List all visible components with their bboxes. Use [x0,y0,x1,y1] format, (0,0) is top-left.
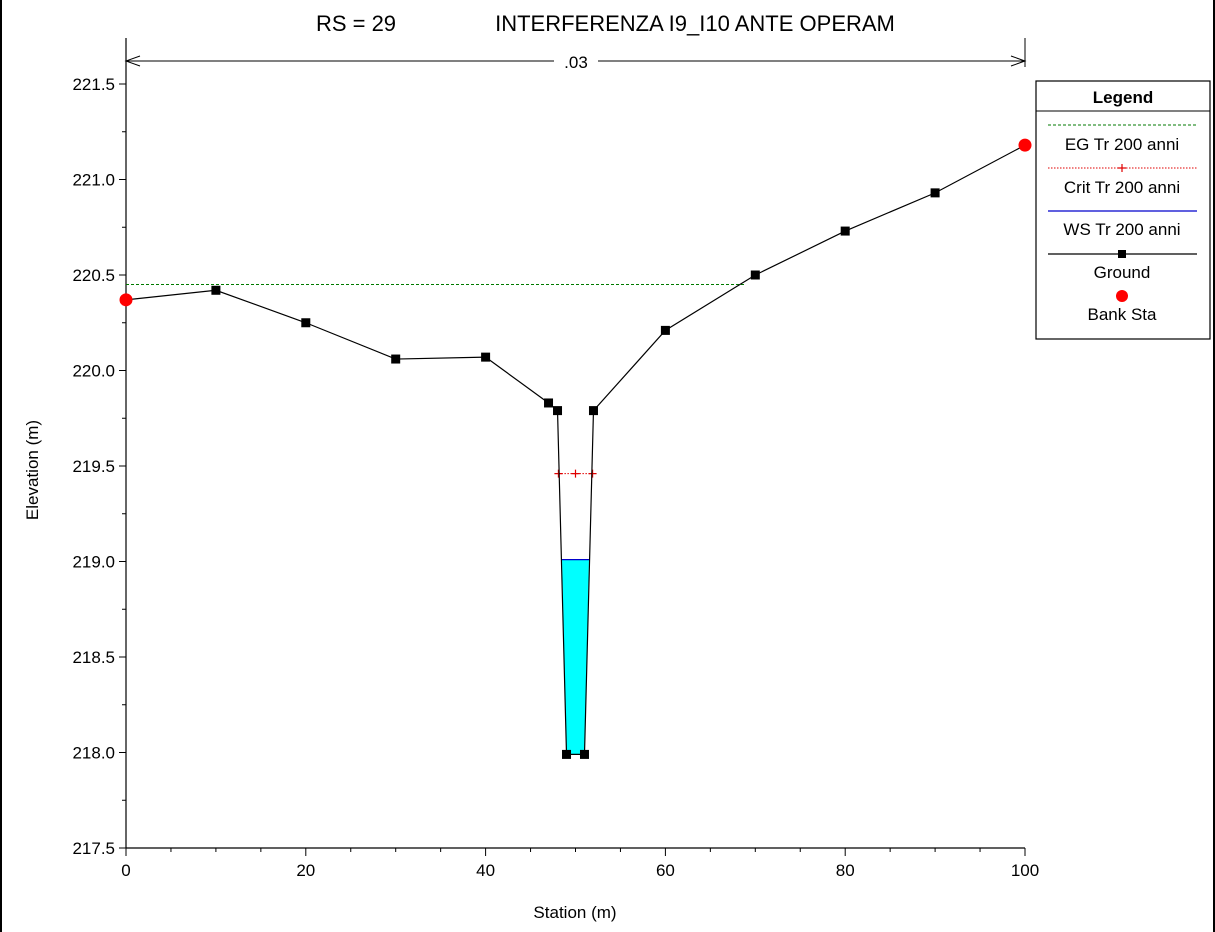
y-tick-label: 219.0 [72,553,115,572]
legend-eg-label: EG Tr 200 anni [1065,135,1179,154]
water-fill [562,559,589,755]
x-tick-label: 100 [1011,861,1039,880]
chart-title-name: INTERFERENZA I9_I10 ANTE OPERAM [495,11,895,36]
ground-point [840,226,850,236]
x-tick-label: 20 [296,861,315,880]
legend: Legend EG Tr 200 anni Crit Tr 200 anni W… [1035,80,1211,340]
ground-point [579,749,589,759]
y-tick-label: 221.0 [72,171,115,190]
ground-point [481,352,491,362]
legend-ws-label: WS Tr 200 anni [1063,220,1180,239]
ground-point [660,325,670,335]
y-tick-label: 220.5 [72,266,115,285]
plot-area: 217.5 218.0 218.5 219.0 219.5 220.0 220.5 221.0… [72,38,1039,880]
bank-sta-point [119,293,133,307]
y-tick-label: 218.5 [72,648,115,667]
bank-sta-point [1018,138,1032,152]
y-tick-label: 218.0 [72,744,115,763]
legend-title: Legend [1093,88,1153,107]
legend-ground-marker [1118,250,1126,258]
y-tick-label: 217.5 [72,839,115,858]
chart-title-rs: RS = 29 [316,11,396,36]
ground-point [588,406,598,416]
x-axis-title: Station (m) [533,903,616,922]
y-axis-title: Elevation (m) [23,420,42,520]
legend-bank-marker [1116,290,1128,302]
ground-point [301,318,311,328]
manning-arrow-left [124,55,141,67]
x-tick-label: 80 [836,861,855,880]
y-tick-label: 221.5 [72,75,115,94]
ground-point [553,406,563,416]
ground-point [544,398,554,408]
x-tick-label: 60 [656,861,675,880]
x-tick-label: 0 [121,861,130,880]
legend-bank-label: Bank Sta [1088,305,1158,324]
crit-marker [554,469,563,478]
y-tick-label: 220.0 [72,362,115,381]
ground-point [391,354,401,364]
crit-marker [588,469,597,478]
x-tick-label: 40 [476,861,495,880]
y-tick-label: 219.5 [72,457,115,476]
ground-point [211,285,221,295]
manning-n-label: .03 [564,53,588,72]
legend-crit-label: Crit Tr 200 anni [1064,178,1180,197]
crit-marker [571,469,580,478]
ground-point [750,270,760,280]
legend-crit-marker [1118,164,1126,172]
ground-point [562,749,572,759]
legend-ground-label: Ground [1094,263,1151,282]
ground-point [930,188,940,198]
